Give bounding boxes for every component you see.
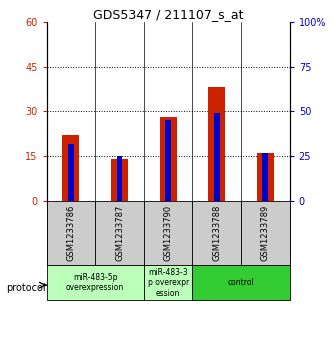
Bar xyxy=(47,265,144,301)
Bar xyxy=(192,201,241,265)
Text: control: control xyxy=(228,278,254,287)
Bar xyxy=(262,152,268,201)
Bar xyxy=(68,144,74,201)
Bar xyxy=(62,135,80,201)
Bar xyxy=(214,113,220,201)
Bar xyxy=(95,201,144,265)
Bar xyxy=(257,153,274,201)
Bar xyxy=(208,87,225,201)
Bar xyxy=(47,201,95,265)
Title: GDS5347 / 211107_s_at: GDS5347 / 211107_s_at xyxy=(93,8,243,21)
Bar xyxy=(117,156,123,201)
Bar xyxy=(144,201,192,265)
Bar xyxy=(144,265,192,301)
Bar xyxy=(160,117,177,201)
Text: GSM1233787: GSM1233787 xyxy=(115,205,124,261)
Text: GSM1233789: GSM1233789 xyxy=(261,205,270,261)
Bar xyxy=(241,201,290,265)
Text: miR-483-3
p overexpr
ession: miR-483-3 p overexpr ession xyxy=(148,268,189,298)
Bar xyxy=(111,159,128,201)
Bar xyxy=(165,121,171,201)
Bar xyxy=(192,265,290,301)
Text: GSM1233788: GSM1233788 xyxy=(212,205,221,261)
Text: protocol: protocol xyxy=(6,283,46,293)
Text: miR-483-5p
overexpression: miR-483-5p overexpression xyxy=(66,273,124,293)
Text: GSM1233786: GSM1233786 xyxy=(66,205,76,261)
Text: GSM1233790: GSM1233790 xyxy=(164,205,173,261)
